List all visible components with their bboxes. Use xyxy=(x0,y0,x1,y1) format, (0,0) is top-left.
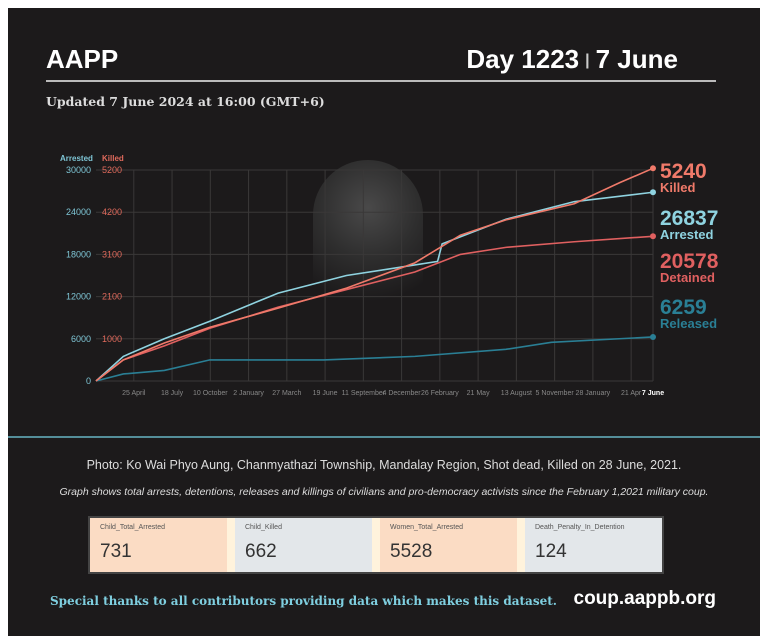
series-name-label: Detained xyxy=(660,270,715,285)
series-endpoint xyxy=(650,333,656,340)
stat-card: Death_Penalty_In_Detention 124 xyxy=(525,518,662,572)
series-final-value: 5240 xyxy=(660,160,707,183)
x-tick-label: 25 April xyxy=(122,390,146,397)
y-tick-killed: 3100 xyxy=(102,249,122,259)
series-final-value: 6259 xyxy=(660,296,707,319)
series-line-arrested xyxy=(95,191,654,382)
x-tick-label: 13 August xyxy=(501,390,532,397)
y-tick-killed: 2100 xyxy=(102,292,122,302)
x-tick-label: 18 July xyxy=(161,390,184,397)
graph-note: Graph shows total arrests, detentions, r… xyxy=(59,486,709,498)
y-axis-label-arrested: Arrested xyxy=(60,154,93,163)
y-tick-arrested: 24000 xyxy=(66,207,91,217)
y-tick-arrested: 18000 xyxy=(66,249,91,259)
line-chart: 25 April 18 July 10 October 2 January 27 Mar… xyxy=(60,154,719,397)
series-endpoint xyxy=(650,165,656,172)
stat-label: Child_Total_Arrested xyxy=(100,524,165,531)
stat-label: Child_Killed xyxy=(245,524,282,531)
thanks-text: Special thanks to all contributors provi… xyxy=(50,594,557,608)
y-tick-arrested: 12000 xyxy=(66,292,91,302)
stat-value: 124 xyxy=(535,541,567,562)
date: 7 June xyxy=(595,44,678,74)
infographic: AAPP Day 1223 | 7 June Updated 7 June 2024… xyxy=(8,8,760,636)
x-tick-label: 26 February xyxy=(421,390,459,397)
x-tick-label: 27 March xyxy=(272,390,301,397)
series-endpoint xyxy=(650,233,656,240)
x-tick-label: 10 October xyxy=(193,390,228,397)
x-tick-label: 4 December xyxy=(383,390,422,397)
series-name-label: Released xyxy=(660,316,717,331)
separator: | xyxy=(585,52,590,70)
stat-value: 731 xyxy=(100,541,132,562)
series-line-detained xyxy=(95,235,654,382)
y-tick-arrested: 6000 xyxy=(71,334,91,344)
x-tick-label: 21 May xyxy=(467,390,490,397)
y-tick-killed: 4200 xyxy=(102,207,122,217)
series-final-value: 26837 xyxy=(660,207,718,230)
stat-label: Women_Total_Arrested xyxy=(390,524,464,531)
y-tick-arrested: 30000 xyxy=(66,165,91,175)
series-name-label: Killed xyxy=(660,180,695,195)
stat-value: 662 xyxy=(245,541,277,562)
y-tick-arrested: 0 xyxy=(86,376,91,386)
day-number: Day 1223 xyxy=(466,44,580,74)
y-tick-killed: 5200 xyxy=(102,165,122,175)
x-tick-label: 11 September xyxy=(342,390,386,397)
series-name-label: Arrested xyxy=(660,227,714,242)
brand-title: AAPP xyxy=(46,44,119,74)
series-final-value: 20578 xyxy=(660,250,719,273)
y-tick-killed: 1000 xyxy=(102,334,122,344)
x-tick-label: 5 November xyxy=(536,390,575,397)
stat-card: Child_Killed 662 xyxy=(235,518,372,572)
website-link[interactable]: coup.aappb.org xyxy=(573,588,717,609)
stat-label: Death_Penalty_In_Detention xyxy=(535,524,625,531)
series-line-released xyxy=(95,336,654,382)
photo-caption: Photo: Ko Wai Phyo Aung, Chanmyathazi To… xyxy=(86,458,682,472)
series-line-killed xyxy=(95,167,654,382)
stat-value: 5528 xyxy=(390,541,433,562)
series-endpoint xyxy=(650,189,656,196)
updated-timestamp: Updated 7 June 2024 at 16:00 (GMT+6) xyxy=(46,94,325,109)
stat-card: Women_Total_Arrested 5528 xyxy=(380,518,517,572)
day-counter: Day 1223 | 7 June xyxy=(466,44,678,75)
x-tick-label: 19 June xyxy=(313,390,338,397)
section-divider xyxy=(8,436,760,438)
stat-card: Child_Total_Arrested 731 xyxy=(90,518,227,572)
x-tick-label: 7 June xyxy=(642,390,664,397)
x-tick-label: 2 January xyxy=(233,390,264,397)
stat-cards: Child_Total_Arrested 731 Child_Killed 662 … xyxy=(88,516,664,574)
header-divider xyxy=(46,80,716,82)
x-tick-label: 28 January xyxy=(576,390,611,397)
x-tick-label: 21 Apr xyxy=(621,390,642,397)
y-axis-label-killed: Killed xyxy=(102,154,124,163)
